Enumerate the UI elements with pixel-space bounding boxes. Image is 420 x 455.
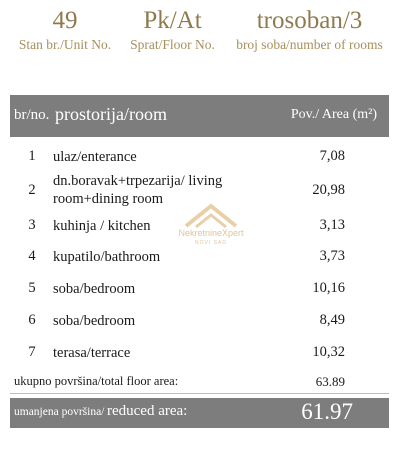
- row-number: 1: [28, 148, 36, 164]
- total-area-value: 63.89: [315, 374, 345, 389]
- column-header-area: Pov./ Area (m²): [290, 107, 377, 122]
- reduced-area-label-en: reduced area:: [107, 403, 188, 419]
- total-area-label: ukupno površina/total floor area:: [14, 374, 179, 388]
- row-room: ulaz/enterance: [53, 149, 137, 165]
- floor-block: Pk/At Sprat/Floor No.: [125, 6, 220, 54]
- row-number: 6: [28, 312, 36, 328]
- row-area: 3,13: [319, 217, 345, 233]
- unit-number-label: Stan br./Unit No.: [18, 37, 112, 52]
- row-number: 5: [28, 280, 36, 296]
- row-number: 7: [28, 344, 36, 360]
- row-area: 10,32: [312, 344, 345, 360]
- rooms-label: broj soba/number of rooms: [236, 37, 383, 52]
- row-room: soba/bedroom: [53, 281, 136, 297]
- table-header: br/no. prostorija/room Pov./ Area (m²): [10, 95, 389, 137]
- row-number: 4: [28, 248, 36, 264]
- reduced-area-row: umanjena površina/ reduced area: 61.97: [10, 398, 389, 428]
- row-area: 7,08: [319, 148, 345, 164]
- row-number: 2: [28, 182, 36, 198]
- reduced-area-label-local: umanjena površina/: [14, 406, 105, 418]
- row-room: dn.boravak+trpezarija/ living room+dinin…: [53, 173, 223, 207]
- row-room: kuhinja / kitchen: [53, 218, 151, 234]
- floor-label: Sprat/Floor No.: [130, 37, 215, 52]
- row-area: 8,49: [319, 312, 345, 328]
- row-area: 20,98: [312, 182, 345, 198]
- row-number: 3: [28, 217, 36, 233]
- column-header-room: prostorija/room: [55, 104, 167, 124]
- watermark-logo: NekretnineXpert NOVI SAD: [172, 202, 250, 252]
- row-area: 3,73: [319, 248, 345, 264]
- house-roof-icon: [184, 203, 238, 229]
- floor-number: Pk/At: [143, 7, 202, 34]
- rooms-count: trosoban/3: [256, 7, 363, 34]
- total-area-row: ukupno površina/total floor area: 63.89: [10, 371, 389, 394]
- row-room: kupatilo/bathroom: [53, 249, 161, 265]
- rooms-block: trosoban/3 broj soba/number of rooms: [232, 6, 387, 54]
- watermark-brand: NekretnineXpert: [178, 228, 244, 238]
- reduced-area-value: 61.97: [301, 399, 353, 424]
- unit-header: 49 Stan br./Unit No. Pk/At Sprat/Floor N…: [0, 0, 420, 70]
- unit-number-block: 49 Stan br./Unit No.: [10, 6, 120, 54]
- unit-number: 49: [52, 7, 78, 34]
- row-room: soba/bedroom: [53, 313, 136, 329]
- column-header-no: br/no.: [14, 107, 50, 123]
- row-area: 10,16: [312, 280, 345, 296]
- watermark-subtitle: NOVI SAD: [195, 240, 227, 246]
- row-room: terasa/terrace: [53, 345, 131, 361]
